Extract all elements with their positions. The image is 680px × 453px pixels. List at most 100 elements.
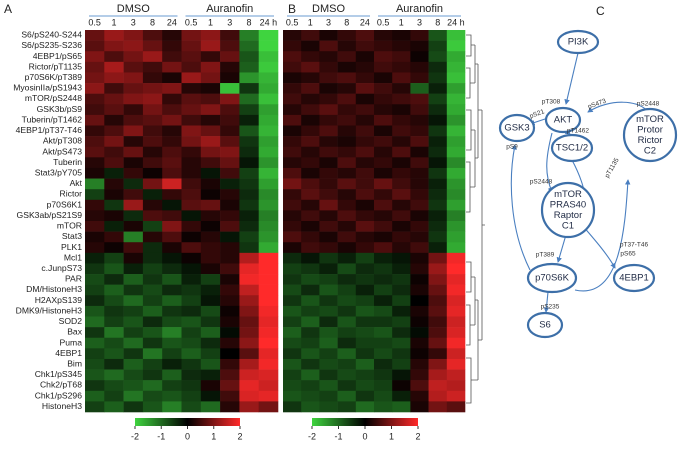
heatmap-cell [337,30,357,41]
heatmap-cell [220,83,240,94]
heatmap-cell [181,104,202,116]
pathway-node [544,106,582,134]
heatmap-cell [142,231,163,243]
heatmap-cell [181,93,202,105]
row-label: DM/HistoneH3 [26,284,82,294]
heatmap-cell [283,380,302,392]
colorbar-tick-label: 0 [362,431,367,441]
heatmap-cell [258,316,279,328]
heatmap-cell [85,263,105,275]
heatmap-cell [104,61,124,73]
colorbar-tick-label: -2 [131,431,139,441]
heatmap-cell [258,305,279,317]
heatmap-cell [142,337,163,349]
heatmap-cell [123,274,144,285]
heatmap-cell [301,167,320,179]
heatmap-cell [355,348,375,360]
heatmap-cell [283,401,302,413]
heatmap-cell [258,337,279,349]
heatmap-cell [337,242,357,254]
row-label: DMK9/HistoneH3 [16,305,83,315]
heatmap-cell [337,83,357,94]
heatmap-cell [142,284,163,296]
heatmap-cell [200,72,221,84]
node-label: Raptor [554,210,583,221]
heatmap-cell [374,305,393,317]
heatmap-cell [200,316,221,328]
heatmap-cell [283,146,302,158]
heatmap-cell [181,114,202,126]
heatmap-cell [220,284,240,296]
heatmap-cell [104,146,124,158]
heatmap-cell [181,390,202,402]
heatmap-cell [239,337,259,349]
heatmap-cell [410,221,429,232]
heatmap-cell [85,305,105,317]
heatmap-cell [162,93,182,105]
heatmap-cell [446,348,466,360]
heatmap-cell [162,114,182,126]
row-label: Stat3/pY705 [35,168,83,178]
heatmap-cell [319,316,338,328]
heatmap-cell [258,51,279,63]
heatmap-cell [283,295,302,307]
heatmap-cell [283,348,302,360]
heatmap-cell [142,72,163,84]
heatmap-cell [446,83,466,94]
heatmap-cell [301,210,320,222]
heatmap-cell [239,114,259,126]
heatmap-cell [446,316,466,328]
node-label: mTOR [554,189,582,200]
heatmap-cell [355,284,375,296]
heatmap-cell [319,369,338,381]
heatmap-cell [200,327,221,339]
heatmap-cell [410,136,429,148]
heatmap-cell [355,30,375,41]
heatmap-cell [104,125,124,137]
heatmap-cell [200,337,221,349]
heatmap-cell [392,316,411,328]
heatmap-cell [446,380,466,392]
heatmap-cell [374,284,393,296]
heatmap-cell [220,189,240,201]
row-label: PAR [65,274,82,284]
heatmap-cell [428,369,448,381]
heatmap-cell [446,252,466,264]
heatmap-cell [85,61,105,73]
heatmap-cell [301,40,320,52]
heatmap-cell [162,72,182,84]
heatmap-cell [104,263,124,275]
heatmap-cell [239,274,259,285]
heatmap-cell [374,210,393,222]
heatmap-cell [355,252,375,264]
heatmap-cell [162,40,182,52]
heatmap-cell [123,72,144,84]
heatmap-cell [319,157,338,169]
heatmap-cell [181,199,202,211]
heatmap-cell [301,358,320,370]
row-label: GSK3ab/pS21S9 [17,210,83,220]
heatmap-cell [239,189,259,201]
heatmap-cell [337,369,357,381]
heatmap-cell [181,221,202,232]
heatmap-cell [104,83,124,94]
heatmap-cell [239,231,259,243]
heatmap-cell [200,114,221,126]
heatmap-cell [181,210,202,222]
heatmap-cell [392,61,411,73]
heatmap-cell [392,221,411,232]
heatmap-cell [319,104,338,116]
heatmap-cell [85,199,105,211]
heatmap-cell [239,369,259,381]
heatmap-cell [428,390,448,402]
heatmap-cell [258,157,279,169]
heatmap-cell [374,146,393,158]
heatmap-cell [410,369,429,381]
heatmap-cell [200,305,221,317]
heatmap-cell [301,51,320,63]
heatmap-cell [355,369,375,381]
heatmap-cell [355,157,375,169]
heatmap-cell [283,316,302,328]
heatmap-cell [283,358,302,370]
heatmap-cell [104,380,124,392]
